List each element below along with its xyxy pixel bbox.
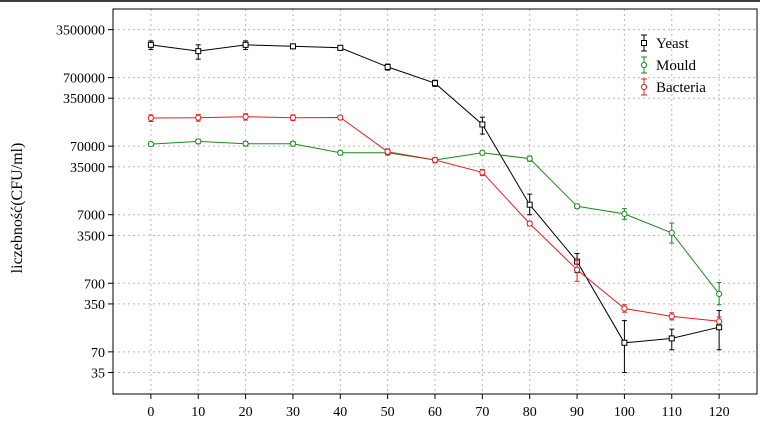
- data-point: [242, 113, 249, 120]
- data-point: [384, 63, 391, 70]
- data-point: [147, 140, 154, 148]
- legend-label: Mould: [656, 58, 697, 74]
- x-tick-label: 0: [147, 405, 154, 420]
- legend-label: Yeast: [656, 36, 689, 52]
- data-point: [621, 210, 628, 217]
- x-tick-label: 50: [381, 405, 395, 420]
- x-tick-label: 10: [191, 405, 205, 420]
- data-point: [668, 335, 675, 342]
- data-point: [716, 318, 723, 325]
- y-axis-ticks: 3500000 700000 350000 70000 35000 7000 3500 700…: [56, 24, 113, 381]
- legend-marker: [641, 40, 647, 46]
- data-point: [337, 149, 344, 156]
- data-point: [195, 138, 202, 145]
- data-point: [337, 114, 344, 121]
- x-tick-label: 70: [475, 405, 489, 420]
- data-point: [242, 140, 249, 147]
- data-point: [621, 305, 628, 312]
- y-tick-label: 3500000: [56, 24, 105, 39]
- y-axis-title: liczebność(CFU/ml): [9, 143, 26, 274]
- series-layer: [147, 40, 723, 373]
- y-tick-label: 35000: [70, 161, 105, 176]
- data-point: [432, 80, 438, 87]
- legend-marker: [640, 83, 648, 91]
- legend: Yeast Mould Bacteria: [640, 34, 706, 96]
- data-point: [384, 148, 391, 155]
- data-point: [195, 48, 202, 55]
- x-tick-label: 120: [709, 405, 730, 420]
- legend-item-bacteria: Bacteria: [640, 78, 706, 96]
- data-point: [526, 220, 533, 227]
- data-point: [526, 201, 533, 208]
- data-point: [147, 114, 154, 122]
- data-point: [479, 121, 486, 128]
- x-tick-label: 90: [570, 405, 584, 420]
- data-point: [716, 290, 723, 298]
- y-tick-label: 3500: [77, 229, 105, 244]
- data-point: [573, 203, 581, 210]
- x-tick-label: 40: [333, 405, 347, 420]
- data-point: [526, 155, 533, 162]
- data-point: [289, 114, 297, 121]
- x-tick-label: 60: [428, 405, 442, 420]
- data-point: [289, 140, 297, 147]
- y-tick-label: 700: [84, 277, 105, 292]
- x-tick-label: 30: [286, 405, 300, 420]
- data-point: [195, 114, 202, 121]
- x-tick-label: 100: [614, 405, 635, 420]
- y-tick-label: 700000: [63, 72, 105, 87]
- y-tick-label: 7000: [77, 209, 105, 224]
- data-point: [431, 156, 439, 164]
- x-axis-ticks: 0 10 20 30 40 50 60 70 80 90 100 110 120: [147, 394, 730, 420]
- y-tick-label: 70: [91, 346, 105, 361]
- x-tick-label: 20: [239, 405, 253, 420]
- data-point: [337, 44, 344, 51]
- data-point: [668, 229, 675, 237]
- x-tick-label: 110: [662, 405, 682, 420]
- data-point: [242, 41, 249, 48]
- data-point: [668, 313, 675, 320]
- data-point: [573, 266, 581, 273]
- legend-label: Bacteria: [656, 80, 706, 96]
- data-point: [479, 149, 486, 156]
- y-tick-label: 350: [84, 298, 105, 313]
- legend-marker: [640, 61, 648, 69]
- x-tick-label: 80: [523, 405, 537, 420]
- data-point: [621, 339, 628, 346]
- data-point: [147, 41, 154, 48]
- legend-item-yeast: Yeast: [641, 34, 689, 52]
- y-tick-label: 350000: [63, 92, 105, 107]
- series-bacteria: [147, 113, 723, 326]
- data-point: [479, 169, 486, 176]
- legend-item-mould: Mould: [640, 56, 697, 74]
- data-point: [289, 43, 296, 50]
- y-tick-label: 35: [91, 366, 105, 381]
- y-tick-label: 70000: [70, 140, 105, 155]
